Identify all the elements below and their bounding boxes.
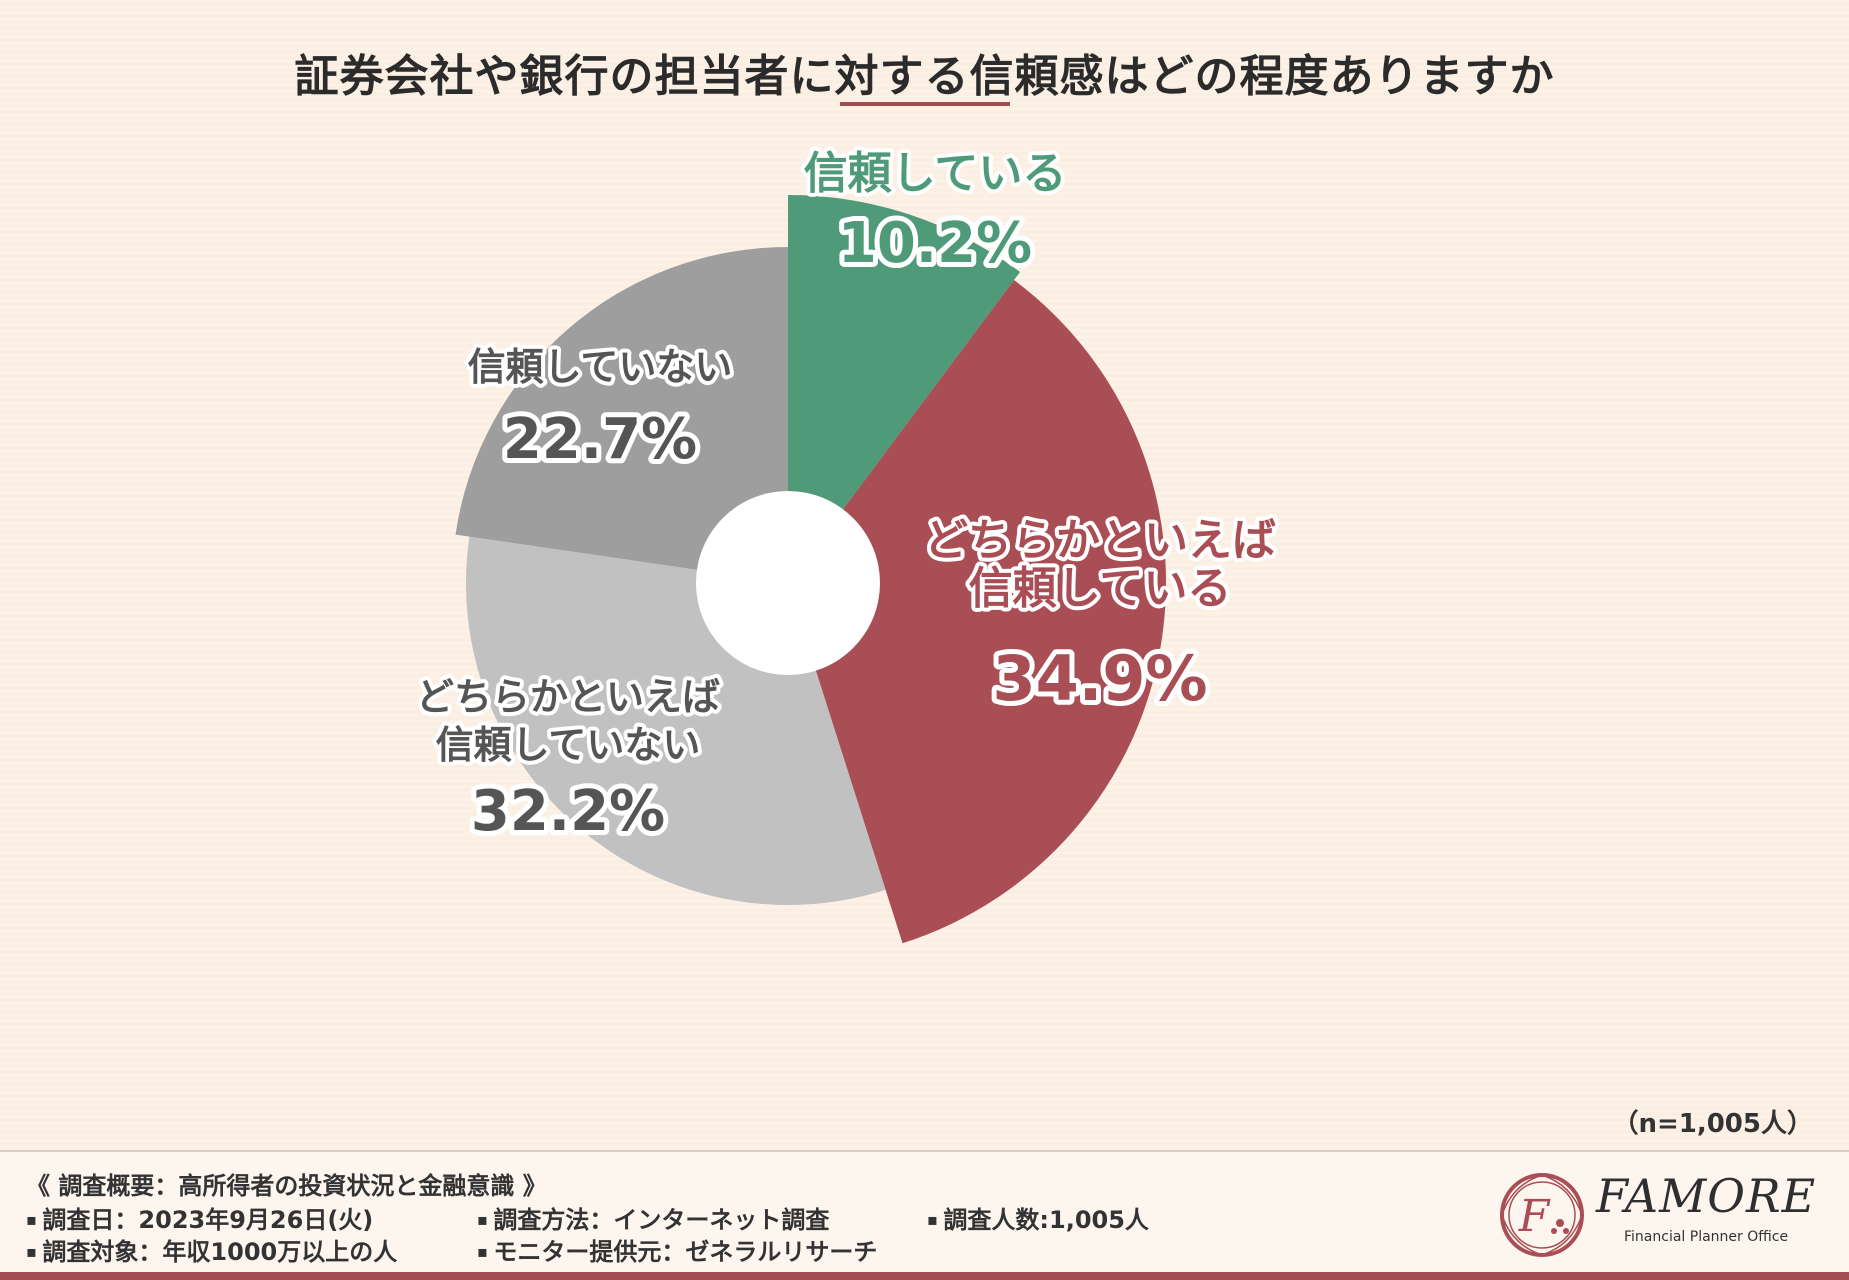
slice-value-label-4: 22.7%: [503, 407, 697, 472]
pie-slice-1: [788, 195, 1020, 583]
survey-date: 調査日：2023年9月26日(火): [26, 1200, 373, 1235]
logo-emblem-icon: F: [1500, 1173, 1584, 1257]
slice-label-3-line-2: 信頼していない: [436, 723, 701, 767]
slice-label-4-line-1: 信頼していない: [468, 345, 733, 389]
logo-name: FAMORE: [1596, 1169, 1817, 1223]
footer-divider: [0, 1150, 1849, 1152]
slice-value-label-2: 34.9%: [992, 642, 1207, 715]
logo-mark: F: [1518, 1191, 1551, 1242]
pie-chart: 信頼している10.2%どちらかといえば信頼している34.9%どちらかといえば信頼…: [412, 144, 1280, 944]
pie-slice-4: [455, 247, 788, 583]
slice-label-1-line-1: 信頼している: [804, 148, 1067, 199]
slice-label-2-line-2: 信頼している: [969, 563, 1232, 614]
logo-subtitle: Financial Planner Office: [1624, 1229, 1789, 1245]
survey-target-text: 調査対象：年収1000万以上の人: [42, 1238, 398, 1266]
survey-count: 調査人数:1,005人: [927, 1200, 1149, 1235]
survey-count-text: 調査人数:1,005人: [943, 1206, 1149, 1234]
survey-provider-text: モニター提供元：ゼネラルリサーチ: [493, 1238, 878, 1266]
title-underline: [840, 102, 1010, 106]
survey-target: 調査対象：年収1000万以上の人: [26, 1232, 397, 1267]
survey-method-text: 調査方法：インターネット調査: [493, 1206, 830, 1234]
slice-value-label-1: 10.2%: [838, 211, 1032, 276]
survey-provider: モニター提供元：ゼネラルリサーチ: [477, 1232, 877, 1267]
pie-center-hole: [696, 491, 880, 675]
chart-title: 証券会社や銀行の担当者に対する信頼感はどの程度ありますか: [294, 51, 1555, 102]
survey-date-text: 調査日：2023年9月26日(火): [42, 1206, 374, 1234]
slice-value-label-3: 32.2%: [471, 779, 665, 844]
slice-label-3-line-1: どちらかといえば: [416, 675, 720, 719]
bottom-accent-bar: [0, 1272, 1849, 1280]
famore-logo: F FAMORE Financial Planner Office: [1492, 1165, 1832, 1270]
survey-method: 調査方法：インターネット調査: [477, 1200, 829, 1235]
sample-size-label: （n=1,005人）: [1612, 1109, 1813, 1139]
survey-overview: 《 調査概要：高所得者の投資状況と金融意識 》: [26, 1172, 547, 1200]
slice-label-2-line-1: どちらかといえば: [924, 515, 1276, 566]
pie-slice-2: [788, 280, 1166, 944]
